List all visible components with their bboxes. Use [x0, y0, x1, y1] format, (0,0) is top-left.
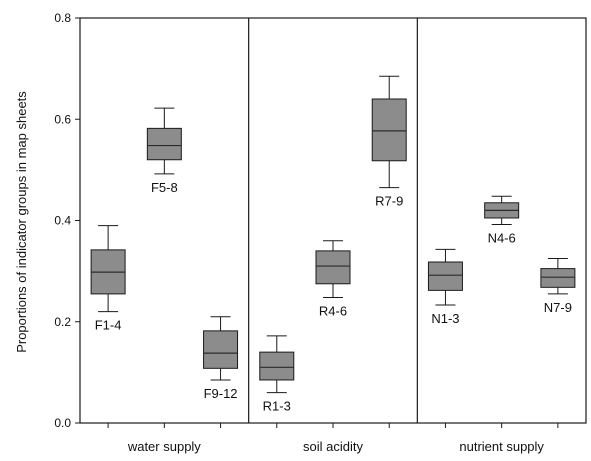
- plot-frame: [79, 17, 587, 424]
- box-label: F9-12: [204, 386, 238, 401]
- box-label: N4-6: [488, 231, 516, 246]
- y-tick-label: 0.6: [54, 112, 71, 126]
- group-label: nutrient supply: [459, 439, 544, 454]
- plot-area-border: [79, 17, 587, 424]
- box-label: N7-9: [544, 300, 572, 315]
- y-tick-label: 0.8: [54, 11, 71, 25]
- box-label: F1-4: [95, 318, 122, 333]
- iqr-box: [427, 261, 463, 291]
- y-tick-label: 0.4: [54, 214, 71, 228]
- box-label: R7-9: [375, 194, 403, 209]
- box-label: N1-3: [431, 311, 459, 326]
- iqr-box: [259, 351, 295, 381]
- group-label: water supply: [127, 439, 201, 454]
- box-series: F1-4 F5-8 F9-12 R1-3 R4-6 R7-9 N1-3 N4-6 N7-9: [90, 75, 576, 414]
- y-tick-label: 0.2: [54, 315, 71, 329]
- iqr-box: [315, 250, 351, 285]
- iqr-box: [540, 268, 576, 288]
- iqr-box: [371, 98, 407, 162]
- y-tick-label: 0.0: [54, 416, 71, 430]
- y-axis-title: Proportions of indicator groups in map s…: [14, 91, 29, 353]
- iqr-box: [146, 127, 182, 161]
- y-axis-ticks: 0.0 0.2 0.4 0.6 0.8: [54, 11, 559, 430]
- group-labels: water supply soil acidity nutrient supply: [127, 439, 545, 454]
- iqr-box: [203, 330, 239, 369]
- box-label: R4-6: [319, 303, 347, 318]
- box-label: F5-8: [151, 180, 178, 195]
- box-label: R1-3: [263, 399, 291, 414]
- group-label: soil acidity: [303, 439, 363, 454]
